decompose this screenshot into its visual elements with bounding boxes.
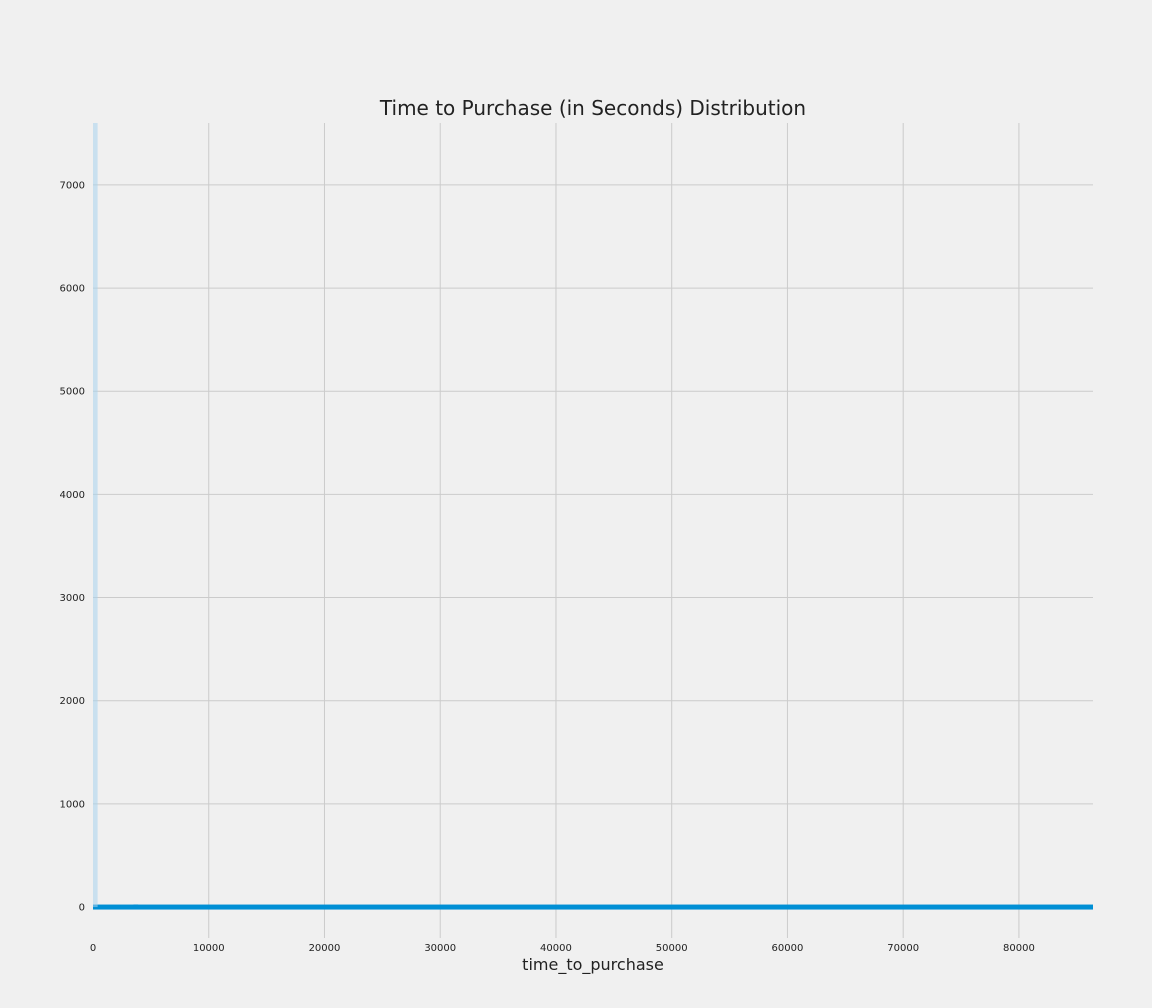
histogram-bar xyxy=(318,905,324,908)
x-tick-label: 40000 xyxy=(540,943,572,954)
x-tick-labels: 0 10000 20000 30000 40000 50000 60000 70000 8000… xyxy=(90,943,1035,954)
x-tick-label: 80000 xyxy=(1003,943,1035,954)
histogram-bars xyxy=(93,123,1088,908)
histogram-bar xyxy=(613,905,619,908)
x-tick-label: 70000 xyxy=(887,943,919,954)
histogram-bar xyxy=(665,906,671,908)
histogram-bar xyxy=(1082,906,1088,908)
histogram-bar xyxy=(168,905,173,908)
histogram-bar xyxy=(822,906,827,908)
histogram-bar xyxy=(926,906,931,908)
chart-title: Time to Purchase (in Seconds) Distributi… xyxy=(379,96,806,120)
x-axis-label: time_to_purchase xyxy=(522,955,664,975)
x-tick-label: 50000 xyxy=(656,943,688,954)
x-tick-label: 0 xyxy=(90,943,96,954)
histogram-bar xyxy=(272,905,278,908)
y-tick-label: 0 xyxy=(79,903,85,914)
y-tick-label: 2000 xyxy=(60,696,85,707)
y-tick-labels: 0 1000 2000 3000 4000 5000 6000 7000 xyxy=(60,180,85,913)
y-tick-label: 5000 xyxy=(60,387,85,398)
y-tick-label: 4000 xyxy=(60,490,85,501)
x-tick-label: 10000 xyxy=(193,943,225,954)
y-tick-label: 6000 xyxy=(60,284,85,295)
histogram-bar xyxy=(770,906,775,908)
histogram-bar xyxy=(133,904,139,908)
histogram-bar xyxy=(202,905,208,908)
histogram-bar xyxy=(237,906,243,908)
histogram-bar xyxy=(561,906,567,908)
baseline-bar-strip xyxy=(93,904,1093,910)
histogram-bar xyxy=(874,905,879,908)
histogram-bar xyxy=(1030,906,1036,908)
histogram-bar xyxy=(93,123,98,908)
histogram-bar xyxy=(116,904,121,908)
histogram-bar xyxy=(364,906,370,908)
y-tick-label: 3000 xyxy=(60,593,85,604)
histogram-bar xyxy=(411,906,416,908)
grid-lines xyxy=(93,123,1093,938)
y-tick-label: 7000 xyxy=(60,180,85,191)
x-tick-label: 30000 xyxy=(424,943,456,954)
x-tick-label: 20000 xyxy=(309,943,341,954)
histogram-bar xyxy=(718,905,723,908)
histogram-bar xyxy=(515,906,521,908)
x-tick-label: 60000 xyxy=(772,943,804,954)
histogram-bar xyxy=(457,905,463,908)
histogram-bar xyxy=(978,906,984,908)
baseline xyxy=(93,904,1093,910)
y-tick-label: 1000 xyxy=(60,799,85,810)
